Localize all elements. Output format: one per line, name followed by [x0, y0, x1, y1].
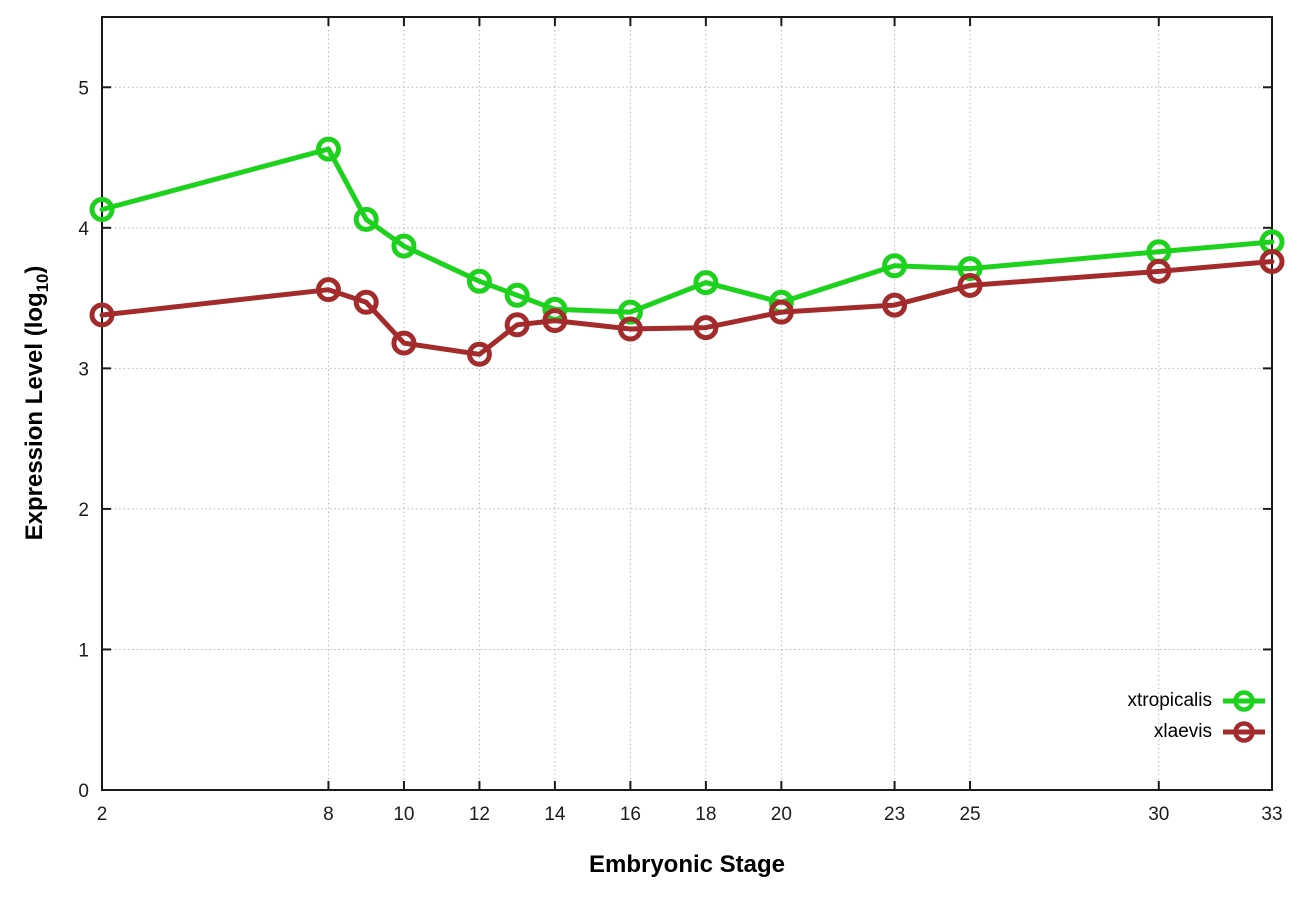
svg-text:0: 0	[78, 781, 89, 802]
series-line	[99, 259, 1275, 357]
svg-text:3: 3	[78, 359, 89, 380]
legend-label: xlaevis	[1153, 720, 1212, 742]
data-point-marker	[353, 206, 379, 232]
svg-text:10: 10	[393, 804, 414, 825]
svg-text:25: 25	[959, 804, 980, 825]
y-axis-title-subscript: 10	[32, 273, 52, 293]
legend-item-xtropicalis: xtropicalis	[1128, 686, 1266, 715]
svg-text:16: 16	[620, 804, 641, 825]
svg-text:2: 2	[97, 804, 108, 825]
x-axis-tick-labels: 2 8 10 12 14 16 18 20 23 25 30 33	[97, 804, 1283, 825]
gridlines	[102, 17, 1272, 790]
plot-border	[101, 16, 1273, 791]
data-point-marker	[693, 315, 719, 341]
data-point-marker	[882, 292, 908, 318]
svg-text:30: 30	[1148, 804, 1169, 825]
data-point-marker	[957, 272, 983, 298]
legend-label: xtropicalis	[1127, 689, 1212, 711]
x-axis-title: Embryonic Stage	[588, 851, 786, 878]
data-point-marker	[617, 316, 643, 342]
data-point-marker	[504, 282, 530, 308]
data-point-marker	[957, 256, 983, 282]
data-point-marker	[504, 312, 530, 338]
data-point-marker	[466, 341, 492, 367]
tick-marks	[101, 17, 1273, 791]
svg-text:33: 33	[1261, 804, 1282, 825]
data-point-marker	[1259, 249, 1285, 275]
svg-text:14: 14	[544, 804, 566, 825]
data-point-marker	[391, 330, 417, 356]
data-point-marker	[89, 197, 115, 223]
svg-text:4: 4	[78, 219, 89, 240]
y-axis-title: Expression Level (log10)	[21, 266, 53, 541]
svg-text:18: 18	[695, 804, 716, 825]
data-point-marker	[315, 136, 341, 162]
y-axis-title-text: Expression Level (log	[21, 292, 49, 541]
legend: xtropicalis xlaevis	[1128, 686, 1266, 746]
data-point-marker	[1146, 258, 1172, 284]
data-point-marker	[89, 302, 115, 328]
series-line	[99, 146, 1275, 315]
open-circle-marker-icon	[1222, 719, 1266, 745]
series-xlaevis	[89, 249, 1285, 367]
svg-text:12: 12	[469, 804, 490, 825]
svg-text:5: 5	[78, 78, 89, 99]
svg-text:1: 1	[78, 640, 89, 661]
svg-text:2: 2	[78, 500, 89, 521]
data-point-marker	[466, 268, 492, 294]
legend-item-xlaevis: xlaevis	[1128, 717, 1266, 746]
data-point-marker	[617, 299, 643, 325]
svg-text:23: 23	[884, 804, 905, 825]
data-point-marker	[315, 277, 341, 303]
open-circle-marker-icon	[1222, 688, 1266, 714]
data-point-marker	[391, 233, 417, 259]
data-point-marker	[542, 308, 568, 334]
y-axis-title-close: )	[21, 265, 49, 274]
data-point-marker	[768, 299, 794, 325]
data-point-marker	[693, 270, 719, 296]
svg-text:20: 20	[771, 804, 792, 825]
data-point-marker	[882, 253, 908, 279]
data-point-marker	[353, 289, 379, 315]
svg-text:8: 8	[323, 804, 334, 825]
y-axis-tick-labels: 0 1 2 3 4 5	[78, 78, 89, 802]
